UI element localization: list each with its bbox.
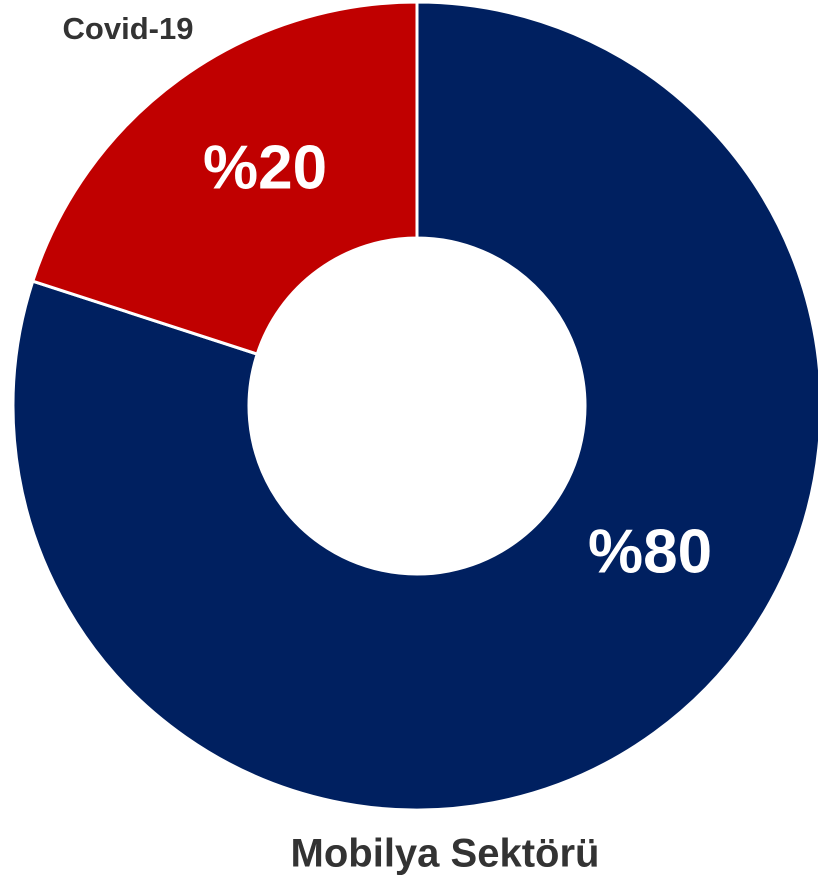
category-label: Covid-19 xyxy=(63,11,194,46)
donut-slice xyxy=(11,0,818,812)
value-label: %80 xyxy=(588,517,712,586)
category-label: Mobilya Sektörü xyxy=(291,832,600,876)
donut-slice xyxy=(30,0,419,356)
value-label: %20 xyxy=(203,133,327,202)
